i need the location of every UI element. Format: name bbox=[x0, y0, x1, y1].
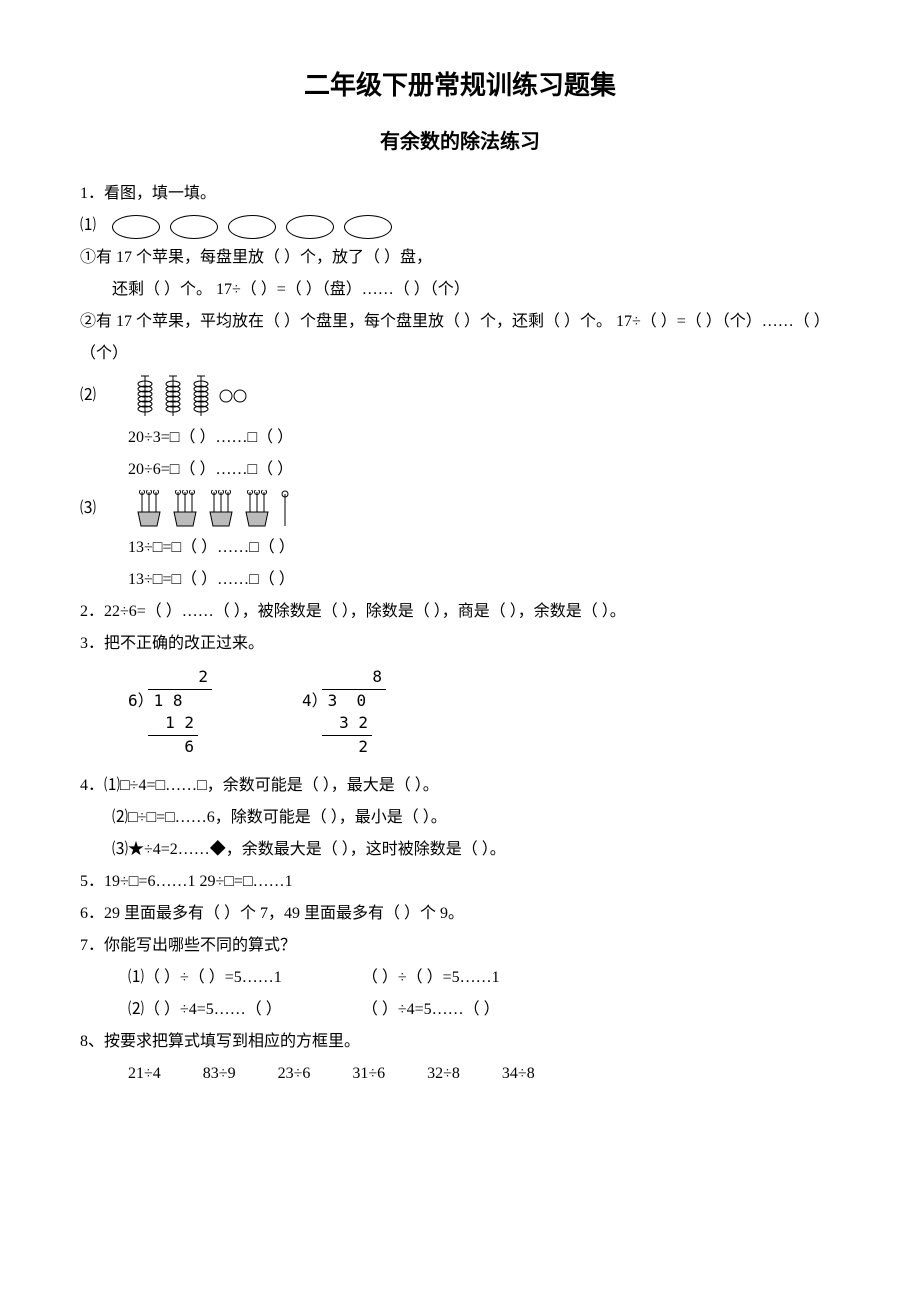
q7-r2b: （ ）÷4=5……（ ） bbox=[362, 994, 500, 1026]
vase-icon bbox=[242, 490, 272, 528]
q8-expr: 34÷8 bbox=[502, 1058, 535, 1090]
q1-p3a: 13÷□=□（ ）……□（ ） bbox=[80, 532, 840, 564]
q1-sub1b: 还剩（ ）个。 17÷（ ）=（ ）（盘）……（ ）（个） bbox=[80, 274, 840, 306]
q1-head: 1．看图，填一填。 bbox=[80, 178, 840, 210]
ld2-sub: 3 2 bbox=[322, 712, 372, 735]
ld1-sub: 1 2 bbox=[148, 712, 198, 735]
q8-head: 8、按要求把算式填写到相应的方框里。 bbox=[80, 1026, 840, 1058]
q1-p2-fig: ⑵ bbox=[80, 374, 840, 418]
q1-p3-fig: ⑶ bbox=[80, 490, 840, 528]
q1-p2b: 20÷6=□（ ）……□（ ） bbox=[80, 454, 840, 486]
ld2-quotient: 8 bbox=[322, 666, 386, 689]
ovals-row bbox=[112, 217, 398, 234]
vase-icon bbox=[170, 490, 200, 528]
oval-icon bbox=[344, 215, 392, 239]
spring-icon bbox=[134, 374, 156, 418]
q4c: ⑶★÷4=2……◆，余数最大是（ ），这时被除数是（ ）。 bbox=[80, 834, 840, 866]
longdiv-2: 8 4）3 0 3 2 2 bbox=[302, 666, 386, 758]
q8-expr: 32÷8 bbox=[427, 1058, 460, 1090]
q8-expr: 23÷6 bbox=[278, 1058, 311, 1090]
vase-icon bbox=[206, 490, 236, 528]
two-circles-icon bbox=[218, 374, 248, 418]
q7-head: 7．你能写出哪些不同的算式？ bbox=[80, 930, 840, 962]
oval-icon bbox=[112, 215, 160, 239]
ld1-rem: 6 bbox=[148, 736, 198, 758]
q3-head: 3．把不正确的改正过来。 bbox=[80, 628, 840, 660]
q8-exprs: 21÷4 83÷9 23÷6 31÷6 32÷8 34÷8 bbox=[80, 1058, 840, 1090]
spring-icon bbox=[162, 374, 184, 418]
ld1-quotient: 2 bbox=[148, 666, 212, 689]
page-subtitle: 有余数的除法练习 bbox=[80, 122, 840, 162]
q6: 6．29 里面最多有（ ）个 7，49 里面最多有（ ）个 9。 bbox=[80, 898, 840, 930]
q4b: ⑵□÷□=□……6，除数可能是（ ），最小是（ ）。 bbox=[80, 802, 840, 834]
q1-p3-label: ⑶ bbox=[80, 493, 128, 525]
q2: 2．22÷6=（ ）……（ ），被除数是（ ），除数是（ ），商是（ ），余数是… bbox=[80, 596, 840, 628]
oval-icon bbox=[286, 215, 334, 239]
ld1-divisor: 6）1 8 bbox=[128, 690, 212, 712]
q3-divisions: 2 6）1 8 1 2 6 8 4）3 0 3 2 2 bbox=[80, 666, 840, 758]
q8-expr: 83÷9 bbox=[203, 1058, 236, 1090]
q1-sub1a: ①有 17 个苹果，每盘里放（ ）个，放了（ ）盘， bbox=[80, 242, 840, 274]
q8-expr: 21÷4 bbox=[128, 1058, 161, 1090]
spring-icon bbox=[190, 374, 212, 418]
oval-icon bbox=[228, 215, 276, 239]
q1-p1: ⑴ bbox=[80, 210, 840, 242]
q7-r1: ⑴（ ）÷（ ）=5……1 （ ）÷（ ）=5……1 bbox=[80, 962, 840, 994]
q4a: 4．⑴□÷4=□……□，余数可能是（ ），最大是（ ）。 bbox=[80, 770, 840, 802]
q1-p2-label: ⑵ bbox=[80, 380, 128, 412]
q5: 5．19÷□=6……1 29÷□=□……1 bbox=[80, 866, 840, 898]
q1-p2a: 20÷3=□（ ）……□（ ） bbox=[80, 422, 840, 454]
q7-r2a: ⑵（ ）÷4=5……（ ） bbox=[128, 994, 282, 1026]
q1-sub2: ②有 17 个苹果，平均放在（ ）个盘里，每个盘里放（ ）个，还剩（ ）个。 1… bbox=[80, 306, 840, 370]
ld2-rem: 2 bbox=[322, 736, 372, 758]
q7-r2: ⑵（ ）÷4=5……（ ） （ ）÷4=5……（ ） bbox=[80, 994, 840, 1026]
q8-expr: 31÷6 bbox=[352, 1058, 385, 1090]
q7-r1b: （ ）÷（ ）=5……1 bbox=[362, 962, 500, 994]
page-title: 二年级下册常规训练习题集 bbox=[80, 60, 840, 112]
ld2-divisor: 4）3 0 bbox=[302, 690, 386, 712]
q7-r1a: ⑴（ ）÷（ ）=5……1 bbox=[128, 962, 282, 994]
flower-icon bbox=[278, 490, 292, 528]
q1-p1-label: ⑴ bbox=[80, 217, 96, 234]
oval-icon bbox=[170, 215, 218, 239]
longdiv-1: 2 6）1 8 1 2 6 bbox=[128, 666, 212, 758]
vase-icon bbox=[134, 490, 164, 528]
q1-p3b: 13÷□=□（ ）……□（ ） bbox=[80, 564, 840, 596]
